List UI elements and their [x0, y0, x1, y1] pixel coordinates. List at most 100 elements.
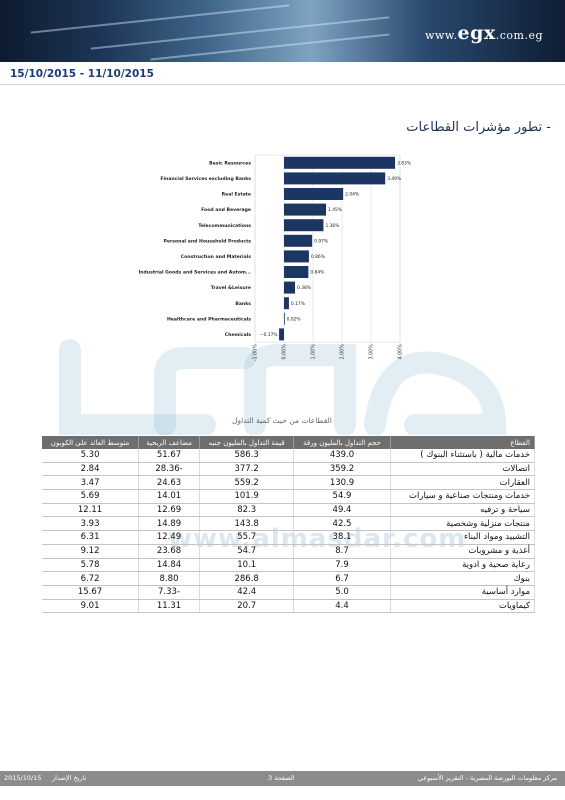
bar: [284, 250, 309, 263]
table-row: 2.84 28.36- 377.2 359.2 اتصالات: [42, 462, 536, 477]
sector-trading-table: متوسط العائد على الكوبون مضاعف الربحية ق…: [42, 436, 536, 614]
header-trading-volume: حجم التداول بالمليون ورقة: [293, 436, 391, 449]
category-label: Construction and Materials: [181, 254, 252, 260]
data-label: 3.49%: [387, 176, 401, 182]
bar: [284, 156, 396, 169]
bar: [284, 219, 324, 232]
cell-pe-ratio: 51.67: [138, 449, 200, 463]
cell-dividend-yield: 2.84: [42, 462, 140, 477]
data-label: 0.84%: [310, 270, 324, 276]
cell-pe-ratio: 11.31: [138, 599, 200, 614]
table-row: 15.67 7.33- 42.4 5.0 موارد أساسية: [42, 585, 536, 600]
cell-trading-volume: 359.2: [293, 462, 391, 477]
cell-sector-name: اتصالات: [390, 462, 536, 477]
cell-trading-volume: 7.9: [293, 558, 391, 573]
cell-dividend-yield: 15.67: [42, 585, 140, 600]
cell-dividend-yield: 9.12: [42, 544, 140, 559]
cell-pe-ratio: 8.80: [138, 571, 200, 586]
table-row: 6.72 8.80 286.8 6.7 بنوك: [42, 571, 536, 586]
category-label: Real Estate: [222, 192, 251, 198]
x-tick-label: 4.00%: [398, 344, 404, 360]
category-label: Financial Services excluding Banks: [160, 176, 251, 182]
bar: [284, 234, 313, 247]
cell-dividend-yield: 5.69: [42, 489, 140, 504]
cell-trading-value: 10.1: [199, 558, 295, 573]
cell-trading-value: 143.8: [199, 516, 295, 532]
page-footer: 2015/10/15 تاريخ الإصدار الصفحة 3 مركز م…: [0, 771, 565, 786]
logo-www: www.: [425, 29, 458, 42]
cell-trading-volume: 130.9: [293, 475, 391, 491]
cell-dividend-yield: 12.11: [42, 503, 140, 518]
cell-trading-volume: 439.0: [293, 449, 391, 463]
data-label: 1.45%: [328, 207, 342, 213]
x-tick-label: 2.00%: [340, 344, 346, 360]
table-row: 9.12 23.68 54.7 8.7 أغذية و مشروبات: [42, 544, 536, 559]
cell-dividend-yield: 6.31: [42, 530, 140, 545]
bar: [284, 172, 386, 185]
data-label: 0.86%: [311, 254, 325, 260]
cell-dividend-yield: 6.72: [42, 571, 140, 586]
bar: [284, 312, 285, 325]
cell-sector-name: منتجات منزلية وشخصية: [390, 516, 536, 532]
cell-trading-value: 54.7: [199, 544, 295, 559]
cell-trading-value: 559.2: [199, 475, 295, 491]
cell-sector-name: أغذية و مشروبات: [390, 544, 536, 559]
almasdar-watermark-logo: [59, 339, 507, 435]
cell-trading-value: 82.3: [199, 503, 295, 518]
cell-pe-ratio: 14.01: [138, 489, 200, 504]
cell-trading-volume: 4.4: [293, 599, 391, 614]
cell-trading-volume: 5.0: [293, 585, 391, 600]
logo-tld: .com.eg: [495, 29, 543, 42]
cell-trading-volume: 42.5: [293, 516, 391, 532]
cell-sector-name: بنوك: [390, 571, 536, 586]
table-row: 5.30 51.67 586.3 439.0 خدمات مالية ( باستثنا…: [42, 449, 536, 463]
category-label: Chemicals: [225, 332, 252, 338]
cell-trading-value: 286.8: [199, 571, 295, 586]
footer-page-number: الصفحة 3: [268, 774, 295, 782]
cell-sector-name: خدمات ومنتجات صناعية و سيارات: [390, 489, 536, 504]
cell-pe-ratio: 7.33-: [138, 585, 200, 600]
section-title: - تطور مؤشرات القطاعات: [406, 120, 551, 135]
bar: [279, 328, 284, 341]
cell-trading-volume: 38.1: [293, 530, 391, 545]
cell-pe-ratio: 12.69: [138, 503, 200, 518]
data-label: 2.04%: [345, 192, 359, 198]
category-label: Industrial Goods and Services and Autom.…: [139, 270, 252, 276]
data-label: 0.38%: [297, 285, 311, 291]
header-banner: www.egx.com.eg: [0, 0, 565, 62]
cell-sector-name: خدمات مالية ( باستثناء البنوك ): [390, 449, 536, 463]
table-row: 3.47 24.63 559.2 130.9 العقارات: [42, 475, 536, 491]
data-label: 0.17%: [291, 301, 305, 307]
cell-trading-volume: 8.7: [293, 544, 391, 559]
cell-pe-ratio: 28.36-: [138, 462, 200, 477]
bar: [284, 203, 327, 216]
category-label: Food and Beverage: [201, 207, 251, 213]
cell-sector-name: العقارات: [390, 475, 536, 491]
data-label: 0.02%: [287, 316, 301, 322]
x-tick-label: 0.00%: [282, 344, 288, 360]
x-tick-label: 3.00%: [369, 344, 375, 360]
table-row: 12.11 12.69 82.3 49.4 سياحة و ترفيه: [42, 503, 536, 518]
table-row: 5.69 14.01 101.9 54.9 خدمات ومنتجات صناعية و…: [42, 489, 536, 504]
bar: [284, 188, 344, 200]
header-trading-value: قيمة التداول بالمليون جنيه: [199, 436, 295, 449]
cell-sector-name: التشييد ومواد البناء: [390, 530, 536, 545]
x-tick-label: 1.00%: [311, 344, 317, 360]
footer-issue-label: تاريخ الإصدار: [52, 774, 87, 782]
cell-sector-name: كيماويات: [390, 599, 536, 614]
plot-area: [254, 154, 401, 343]
logo-egx: egx: [457, 22, 496, 44]
category-label: Banks: [235, 301, 251, 307]
sector-index-bar-chart: -1.00% 0.00% 1.00% 2.00% 3.00% 4.00% Basic Res…: [139, 154, 411, 361]
cell-pe-ratio: 14.84: [138, 558, 200, 573]
cell-trading-volume: 54.9: [293, 489, 391, 504]
table-row: 6.31 12.49 55.7 38.1 التشييد ومواد البناء: [42, 530, 536, 545]
category-label: Healthcare and Pharmaceuticals: [167, 316, 251, 322]
cell-trading-value: 377.2: [199, 462, 295, 477]
category-label: Personal and Household Products: [164, 238, 252, 244]
footer-issue-date: 2015/10/15: [4, 774, 42, 782]
cell-dividend-yield: 5.30: [42, 449, 140, 463]
bar: [284, 297, 289, 310]
cell-trading-volume: 6.7: [293, 571, 391, 586]
cell-sector-name: سياحة و ترفيه: [390, 503, 536, 518]
